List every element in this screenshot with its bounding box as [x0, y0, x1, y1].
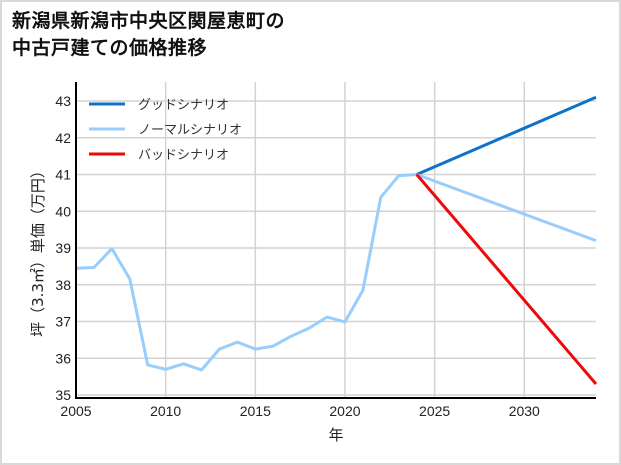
- series-lines: [75, 95, 598, 385]
- y-tick-label: 35: [55, 387, 71, 403]
- series-line: [416, 173, 597, 243]
- y-tick-label: 37: [55, 314, 71, 330]
- x-tick-label: 2020: [329, 403, 360, 419]
- series-line: [416, 95, 597, 176]
- series-line: [75, 173, 417, 372]
- x-tick-label: 2030: [509, 403, 540, 419]
- legend-label: グッドシナリオ: [138, 98, 229, 113]
- chart-title-line1: 新潟県新潟市中央区関屋恵町の: [12, 10, 286, 32]
- chart-title: 新潟県新潟市中央区関屋恵町の 中古戸建ての価格推移: [12, 8, 285, 62]
- x-tick-label: 2010: [150, 403, 181, 419]
- y-tick-label: 39: [55, 240, 71, 256]
- y-tick-label: 38: [55, 277, 71, 293]
- y-tick-label: 40: [55, 203, 71, 219]
- x-tick-labels: 2005 2010 2015 2020 2025 2030: [60, 403, 540, 419]
- y-tick-label: 43: [55, 93, 71, 109]
- axes: [75, 82, 596, 399]
- legend-label: バッドシナリオ: [138, 148, 229, 163]
- y-tick-label: 41: [55, 167, 71, 183]
- chart-title-line2: 中古戸建ての価格推移: [12, 37, 208, 59]
- y-tick-labels: 35 36 37 38 39 40 41 42 43: [55, 93, 71, 403]
- legend-label: ノーマルシナリオ: [138, 123, 242, 138]
- y-tick-label: 36: [55, 350, 71, 366]
- legend-item: ノーマルシナリオ: [89, 123, 242, 138]
- x-axis-label: 年: [328, 426, 343, 444]
- x-tick-label: 2005: [60, 403, 91, 419]
- y-axis-label: 坪（3.3㎡）単価（万円）: [29, 163, 47, 337]
- x-tick-label: 2015: [240, 403, 271, 419]
- legend-item: グッドシナリオ: [89, 98, 229, 113]
- y-tick-label: 42: [55, 130, 71, 146]
- legend-item: バッドシナリオ: [89, 148, 229, 163]
- x-tick-label: 2025: [419, 403, 450, 419]
- series-line: [415, 173, 598, 385]
